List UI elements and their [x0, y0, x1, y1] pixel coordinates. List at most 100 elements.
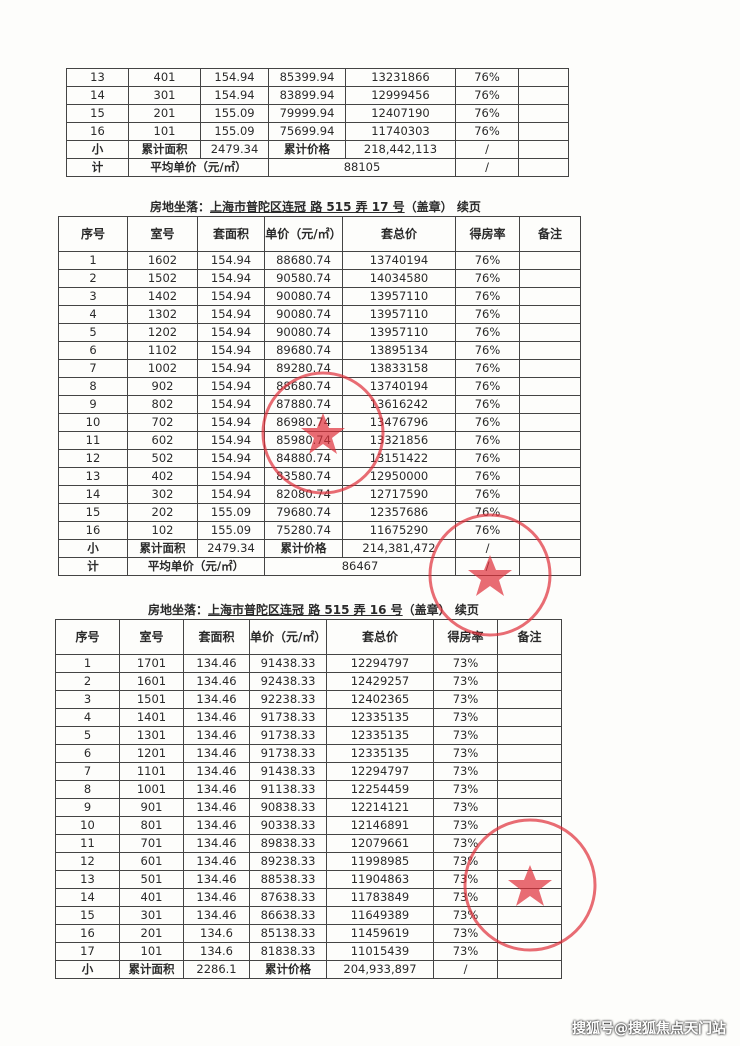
- usable-rate-cell: 76%: [455, 86, 519, 105]
- total-area-label: 累计面积: [127, 539, 198, 558]
- room-number-cell: 302: [127, 485, 198, 504]
- avg-price-value: 86467: [264, 557, 456, 576]
- row-number-cell: 11: [58, 431, 128, 450]
- unit-area-cell: 154.94: [197, 485, 265, 504]
- remark-cell: [519, 341, 581, 360]
- unit-price-cell: 88680.74: [264, 251, 343, 270]
- title-suffix: （盖章） 续页: [402, 603, 479, 617]
- remark-cell: [497, 762, 562, 781]
- remark-cell: [519, 251, 581, 270]
- total-price-cell: 12999456: [345, 86, 456, 105]
- usable-rate-cell: 76%: [455, 104, 519, 123]
- row-number-cell: 12: [58, 449, 128, 468]
- room-number-cell: 1002: [127, 359, 198, 378]
- table-row: 2 1502 154.94 90580.74 14034580 76%: [58, 269, 581, 288]
- room-number-cell: 1501: [119, 690, 184, 709]
- usable-rate-cell: 73%: [433, 924, 498, 943]
- unit-area-cell: 154.94: [197, 377, 265, 396]
- row-number-cell: 7: [55, 762, 120, 781]
- room-number-cell: 402: [127, 467, 198, 486]
- header-room-number: 室号: [127, 216, 198, 252]
- usable-rate-cell: 76%: [455, 251, 520, 270]
- avg-price-label: 平均单价（元/㎡）: [128, 158, 269, 177]
- unit-area-cell: 134.46: [183, 690, 250, 709]
- remark-cell: [497, 816, 562, 835]
- row-number-cell: 13: [58, 467, 128, 486]
- remark-cell: [497, 708, 562, 727]
- unit-area-cell: 155.09: [200, 122, 269, 141]
- total-price-cell: 13957110: [342, 287, 456, 306]
- header-room-number: 室号: [119, 619, 184, 655]
- remark-cell: [519, 503, 581, 522]
- room-number-cell: 301: [119, 906, 184, 925]
- unit-area-cell: 134.46: [183, 744, 250, 763]
- usable-rate-cell: 76%: [455, 359, 520, 378]
- remark-cell: [519, 467, 581, 486]
- unit-price-cell: 79680.74: [264, 503, 343, 522]
- row-number-cell: 15: [58, 503, 128, 522]
- row-number-cell: 13: [55, 870, 120, 889]
- total-price-cell: 13833158: [342, 359, 456, 378]
- header-remark: 备注: [497, 619, 562, 655]
- watermark: 搜狐号@搜狐焦点天门站: [572, 1021, 726, 1037]
- usable-rate-cell: 73%: [433, 690, 498, 709]
- table-row: 14 401 134.46 87638.33 11783849 73%: [55, 888, 562, 907]
- total-price-cell: 12402365: [326, 690, 434, 709]
- table-row: 10 801 134.46 90338.33 12146891 73%: [55, 816, 562, 835]
- unit-area-cell: 134.46: [183, 762, 250, 781]
- unit-area-cell: 154.94: [197, 413, 265, 432]
- remark-cell: [497, 654, 562, 673]
- room-number-cell: 902: [127, 377, 198, 396]
- unit-area-cell: 155.09: [200, 104, 269, 123]
- room-number-cell: 401: [119, 888, 184, 907]
- remark-cell: [497, 690, 562, 709]
- row-number-cell: 2: [58, 269, 128, 288]
- table-row: 16 102 155.09 75280.74 11675290 76%: [58, 521, 581, 540]
- usable-rate-cell: 73%: [433, 744, 498, 763]
- unit-area-cell: 155.09: [197, 521, 265, 540]
- table-row: 11 701 134.46 89838.33 12079661 73%: [55, 834, 562, 853]
- total-price-value: 214,381,472: [342, 539, 456, 558]
- remark-cell: [519, 557, 581, 576]
- title-address: 上海市普陀区连冠 路 515 弄 17 号: [210, 200, 405, 214]
- unit-area-cell: 154.94: [197, 431, 265, 450]
- unit-price-cell: 91138.33: [249, 780, 327, 799]
- table-row: 9 901 134.46 90838.33 12214121 73%: [55, 798, 562, 817]
- unit-price-cell: 91738.33: [249, 726, 327, 745]
- total-price-cell: 13151422: [342, 449, 456, 468]
- unit-area-cell: 154.94: [197, 305, 265, 324]
- subtotal-label: 小: [58, 539, 128, 558]
- unit-price-cell: 92438.33: [249, 672, 327, 691]
- table-row: 3 1402 154.94 90080.74 13957110 76%: [58, 287, 581, 306]
- room-number-cell: 801: [119, 816, 184, 835]
- room-number-cell: 601: [119, 852, 184, 871]
- unit-price-cell: 87638.33: [249, 888, 327, 907]
- table-row: 2 1601 134.46 92438.33 12429257 73%: [55, 672, 562, 691]
- row-number-cell: 15: [66, 104, 129, 123]
- subtotal-label: 计: [66, 158, 129, 177]
- total-price-cell: 12079661: [326, 834, 434, 853]
- room-number-cell: 1102: [127, 341, 198, 360]
- unit-area-cell: 154.94: [197, 359, 265, 378]
- row-number-cell: 15: [55, 906, 120, 925]
- row-number-cell: 1: [58, 251, 128, 270]
- table-row: 12 601 134.46 89238.33 11998985 73%: [55, 852, 562, 871]
- remark-cell: [519, 359, 581, 378]
- remark-cell: [519, 377, 581, 396]
- row-number-cell: 12: [55, 852, 120, 871]
- total-price-cell: 11998985: [326, 852, 434, 871]
- price-table-building-16: 序号 室号 套面积 单价（元/㎡） 套总价 得房率 备注 1 1701 134.46 91438.…: [55, 619, 562, 979]
- total-price-cell: 12294797: [326, 762, 434, 781]
- total-price-cell: 11675290: [342, 521, 456, 540]
- usable-rate-cell: 73%: [433, 762, 498, 781]
- usable-rate-cell: 76%: [455, 485, 520, 504]
- header-remark: 备注: [519, 216, 581, 252]
- total-price-cell: 13740194: [342, 251, 456, 270]
- total-price-cell: 13231866: [345, 68, 456, 87]
- unit-price-cell: 85980.74: [264, 431, 343, 450]
- unit-area-cell: 134.46: [183, 816, 250, 835]
- unit-area-cell: 134.46: [183, 888, 250, 907]
- remark-cell: [497, 744, 562, 763]
- total-price-cell: 12335135: [326, 744, 434, 763]
- remark-cell: [519, 413, 581, 432]
